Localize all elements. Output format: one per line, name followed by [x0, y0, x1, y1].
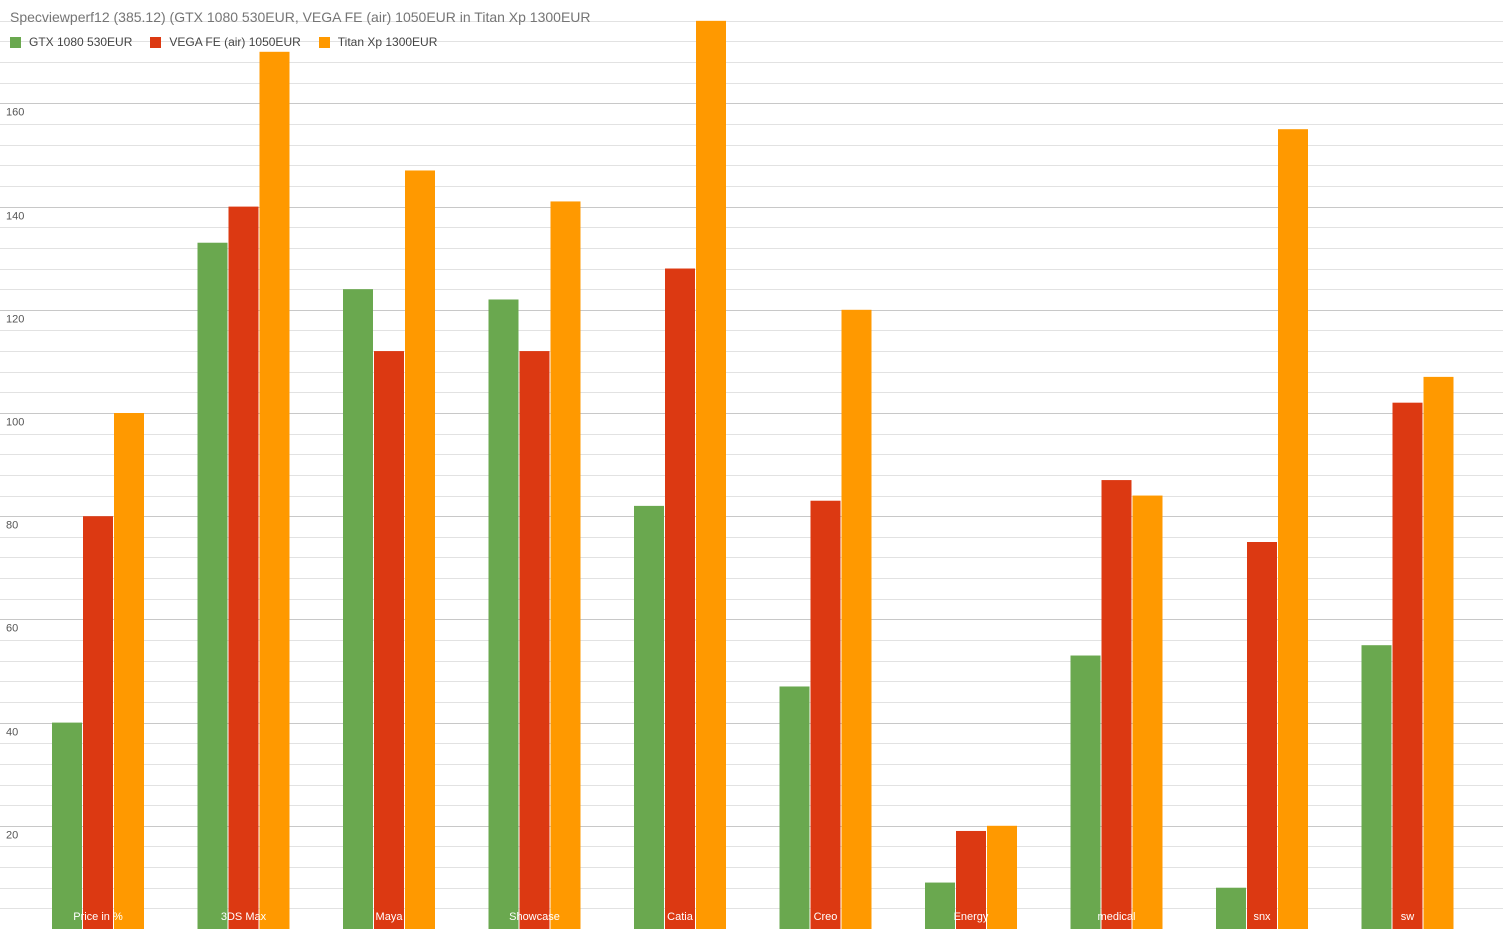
legend-swatch-vega-fe — [150, 36, 162, 48]
y-tick-label: 100 — [6, 417, 24, 429]
legend-item-vega-fe: VEGA FE (air) 1050EUR — [150, 35, 301, 49]
legend-swatch-titan-xp — [318, 36, 330, 48]
bar-2-2 — [405, 170, 435, 929]
bar-0-2 — [114, 413, 144, 929]
bar-3-1 — [519, 351, 550, 929]
y-tick-label: 160 — [6, 107, 24, 119]
bar-0-0 — [52, 722, 82, 929]
category-label: Maya — [376, 911, 404, 923]
y-tick-label: 20 — [6, 830, 18, 842]
y-tick-label: 40 — [6, 727, 18, 739]
category-label: 3DS Max — [221, 911, 267, 923]
legend-label-gtx-1080: GTX 1080 530EUR — [29, 35, 133, 49]
bar-7-2 — [1132, 495, 1163, 929]
legend: GTX 1080 530EUR VEGA FE (air) 1050EUR Ti… — [10, 35, 437, 49]
y-tick-label: 60 — [6, 623, 18, 635]
bar-3-2 — [550, 201, 581, 929]
bar-4-0 — [634, 505, 664, 929]
bar-9-1 — [1392, 402, 1423, 929]
legend-item-titan-xp: Titan Xp 1300EUR — [318, 35, 438, 49]
bar-5-1 — [810, 500, 841, 929]
bar-4-1 — [665, 268, 695, 929]
y-tick-label: 140 — [6, 211, 24, 223]
legend-label-titan-xp: Titan Xp 1300EUR — [337, 35, 438, 49]
category-label: Energy — [954, 911, 989, 923]
bar-8-1 — [1247, 542, 1277, 929]
bar-0-1 — [83, 516, 113, 929]
y-tick-label: 120 — [6, 314, 24, 326]
bar-2-0 — [343, 289, 373, 929]
legend-item-gtx-1080: GTX 1080 530EUR — [10, 35, 132, 49]
bar-6-2 — [987, 825, 1017, 929]
category-label: Price in % — [73, 911, 123, 923]
bar-9-2 — [1423, 376, 1454, 929]
bar-1-1 — [228, 206, 259, 929]
category-label: Showcase — [509, 911, 560, 923]
bar-7-1 — [1101, 480, 1132, 929]
category-label: snx — [1253, 911, 1271, 923]
chart-title: Specviewperf12 (385.12) (GTX 1080 530EUR… — [10, 9, 591, 25]
bar-3-0 — [488, 299, 519, 929]
category-label: Catia — [667, 911, 694, 923]
bar-9-0 — [1361, 645, 1392, 929]
bar-8-2 — [1278, 129, 1308, 929]
bar-4-2 — [696, 20, 726, 929]
bar-1-0 — [197, 242, 228, 929]
bar-5-2 — [841, 309, 872, 929]
category-label: medical — [1098, 911, 1136, 923]
legend-label-vega-fe: VEGA FE (air) 1050EUR — [169, 35, 301, 49]
bar-6-0 — [925, 882, 955, 929]
bar-6-1 — [956, 830, 986, 929]
bar-8-0 — [1216, 887, 1246, 929]
bar-2-1 — [374, 351, 404, 929]
legend-swatch-gtx-1080 — [10, 36, 21, 48]
bar-5-0 — [779, 686, 810, 929]
bar-7-0 — [1070, 655, 1101, 929]
y-tick-label: 80 — [6, 520, 18, 532]
bar-1-2 — [259, 51, 290, 929]
category-label: sw — [1401, 911, 1415, 923]
category-label: Creo — [814, 911, 838, 923]
